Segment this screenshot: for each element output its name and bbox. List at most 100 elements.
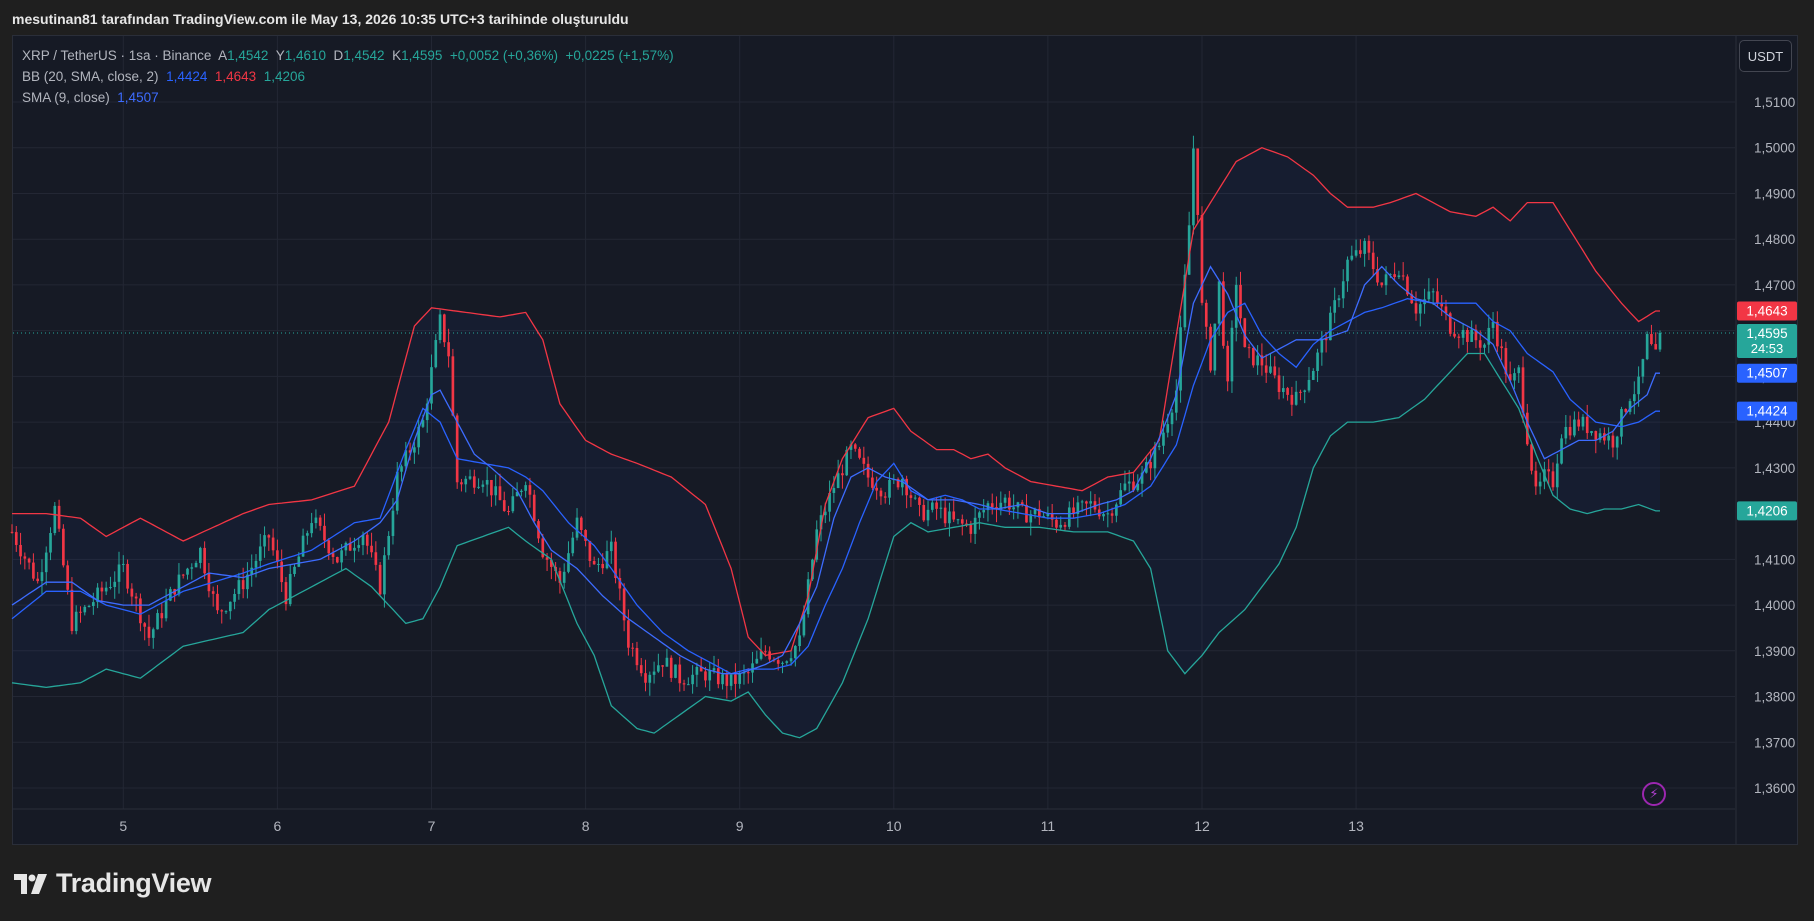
- candle-body: [943, 507, 947, 524]
- candle-body: [348, 542, 352, 551]
- candle-body: [1384, 274, 1388, 286]
- high-value: 1,4610: [284, 48, 326, 63]
- candle-body: [1183, 274, 1187, 328]
- candle-body: [764, 651, 767, 653]
- chart-panel[interactable]: [12, 35, 1798, 845]
- y-tick-label: 1,3900: [1754, 644, 1795, 659]
- candle-body: [1102, 514, 1105, 517]
- candle-body: [1414, 303, 1418, 314]
- x-tick-label: 5: [119, 818, 127, 834]
- candle-body: [378, 564, 382, 595]
- candle-body: [742, 672, 746, 674]
- candle-body: [335, 557, 339, 563]
- candle-body: [181, 574, 185, 576]
- candle-body: [661, 665, 664, 667]
- y-tick-label: 1,4900: [1754, 186, 1795, 201]
- candle-body: [1560, 438, 1563, 464]
- candle-body: [323, 525, 326, 541]
- candle-body: [1585, 416, 1589, 434]
- candle-body: [331, 553, 335, 558]
- candle-body: [982, 510, 986, 513]
- candle-body: [652, 671, 656, 675]
- candle-body: [1620, 408, 1623, 437]
- candle-body: [1174, 390, 1178, 413]
- candle-body: [1050, 513, 1054, 520]
- price-label-tag: [1737, 501, 1797, 521]
- bb-legend-row[interactable]: BB (20, SMA, close, 2) 1,4424 1,4643 1,4…: [22, 66, 674, 87]
- candle-body: [965, 523, 968, 525]
- candle-body: [1440, 302, 1444, 307]
- candle-body: [1307, 379, 1311, 391]
- candle-body: [1025, 504, 1028, 523]
- y-tick-label: 1,4000: [1754, 598, 1795, 613]
- y-tick-label: 1,4800: [1754, 232, 1795, 247]
- candle-body: [922, 504, 926, 521]
- bb-basis-value: 1,4424: [166, 69, 208, 84]
- x-tick-label: 6: [273, 818, 281, 834]
- candle-body: [1157, 445, 1161, 448]
- candle-body: [413, 447, 416, 453]
- candle-body: [1290, 394, 1294, 405]
- x-tick-label: 11: [1041, 818, 1056, 834]
- candle-body: [361, 534, 365, 546]
- candle-body: [1247, 347, 1251, 349]
- candle-body: [211, 591, 215, 594]
- candle-body: [1333, 300, 1337, 313]
- candle-body: [314, 517, 318, 524]
- symbol-label[interactable]: XRP / TetherUS · 1sa · Binance: [22, 48, 212, 63]
- candle-body: [1401, 275, 1405, 277]
- candle-body: [10, 531, 14, 533]
- candle-body: [1029, 514, 1033, 523]
- candle-body: [1483, 344, 1486, 348]
- close-label: K: [392, 48, 402, 63]
- candle-body: [96, 587, 99, 603]
- candle-body: [1089, 501, 1093, 504]
- candle-body: [678, 664, 682, 684]
- candle-body: [254, 560, 258, 568]
- candle-body: [228, 601, 232, 612]
- candle-body: [665, 657, 669, 667]
- candle-body: [614, 541, 617, 579]
- candle-body: [1427, 291, 1431, 300]
- candle-body: [1581, 416, 1585, 427]
- candle-body: [1470, 329, 1473, 342]
- candle-body: [472, 476, 476, 488]
- candle-body: [1076, 502, 1080, 515]
- candle-body: [1650, 334, 1653, 345]
- candle-body: [1127, 481, 1131, 484]
- candle-body: [1380, 282, 1384, 286]
- sma-legend-row[interactable]: SMA (9, close) 1,4507: [22, 87, 674, 108]
- symbol-row: XRP / TetherUS · 1sa · Binance A1,4542 Y…: [22, 45, 674, 66]
- candle-body: [121, 563, 125, 565]
- candle-body: [1538, 481, 1542, 487]
- tradingview-logo[interactable]: TradingView: [14, 868, 212, 899]
- candle-body: [404, 450, 408, 467]
- bb-upper-value: 1,4643: [214, 69, 257, 84]
- low-value: 1,4542: [343, 48, 385, 63]
- candle-body: [725, 674, 729, 686]
- candle-body: [1200, 214, 1204, 303]
- candle-body: [186, 568, 189, 575]
- candle-body: [935, 502, 938, 509]
- candle-body: [507, 510, 510, 512]
- time-axis: 5 6 7 8 9 10 11 12 13: [119, 818, 1364, 834]
- candle-body: [421, 420, 425, 427]
- candle-body: [657, 665, 660, 672]
- candle-body: [1277, 375, 1281, 393]
- candle-body: [1097, 509, 1101, 517]
- candle-body: [387, 535, 391, 556]
- currency-button[interactable]: USDT: [1739, 40, 1792, 72]
- change-value-2: +0,0225 (+1,57%): [565, 48, 674, 63]
- candle-body: [391, 510, 395, 536]
- candle-body: [956, 519, 960, 521]
- candle-body: [1012, 507, 1015, 510]
- candle-body: [1055, 519, 1058, 528]
- y-tick-label: 1,3800: [1754, 690, 1795, 705]
- candle-body: [1564, 426, 1568, 439]
- x-tick-label: 13: [1348, 818, 1364, 834]
- lightning-icon[interactable]: ⚡: [1642, 782, 1666, 806]
- candle-body: [160, 613, 164, 619]
- candle-body: [995, 507, 998, 510]
